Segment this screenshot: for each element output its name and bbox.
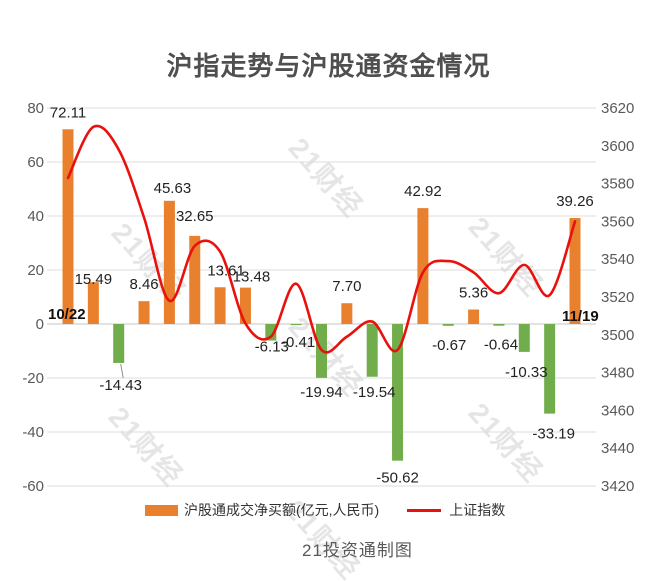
- bar-value-label: -6.13: [255, 339, 289, 356]
- left-axis-tick: 40: [27, 208, 44, 225]
- label-callout-line: [120, 363, 124, 379]
- bar: [468, 309, 480, 324]
- left-axis-tick: 0: [36, 316, 44, 333]
- left-axis-tick: 60: [27, 154, 44, 171]
- legend-bar-swatch: [145, 504, 178, 516]
- bar: [239, 287, 251, 324]
- bar-value-label: 72.11: [50, 104, 86, 121]
- legend-item-bars: 沪股通成交净买额(亿元,人民币): [145, 500, 379, 520]
- bar: [87, 282, 99, 324]
- date-label-start: 10/22: [48, 306, 86, 323]
- left-axis-tick: -40: [22, 424, 44, 441]
- bar-value-label: -0.64: [484, 337, 518, 354]
- bar: [163, 200, 175, 324]
- date-label-end: 11/19: [562, 308, 599, 325]
- right-axis-tick: 3580: [601, 176, 634, 193]
- bar-value-label: -33.19: [532, 426, 575, 443]
- right-axis-tick: 3520: [601, 289, 634, 306]
- bar-value-label: 39.26: [556, 193, 594, 210]
- bar-value-label: -0.41: [281, 334, 315, 351]
- left-axis-tick: -60: [22, 478, 44, 495]
- bar: [544, 324, 556, 414]
- bar-value-label: -50.62: [376, 470, 419, 487]
- right-axis-tick: 3600: [601, 138, 634, 155]
- bar: [366, 324, 378, 377]
- bar: [518, 324, 530, 352]
- chart-title: 沪指走势与沪股通资金情况: [166, 51, 491, 81]
- left-axis-tick: -20: [22, 370, 44, 387]
- bar: [442, 324, 454, 326]
- bar-value-label: 13.61: [207, 262, 245, 279]
- bar-value-label: 7.70: [332, 278, 361, 295]
- right-axis-tick: 3480: [601, 365, 634, 382]
- legend-bar-label: 沪股通成交净买额(亿元,人民币): [184, 502, 380, 518]
- bar-value-label: 32.65: [176, 208, 214, 225]
- right-axis-tick: 3560: [601, 213, 634, 230]
- bar-value-label: 13.48: [233, 269, 271, 286]
- right-axis-tick: 3420: [601, 478, 634, 495]
- bar: [189, 235, 201, 324]
- index-line: [66, 124, 577, 354]
- legend: 沪股通成交净买额(亿元,人民币) 上证指数: [145, 500, 505, 520]
- legend-line-label: 上证指数: [449, 502, 506, 518]
- bar-value-label: 15.49: [75, 271, 113, 288]
- caption: 21投资通制图: [302, 541, 413, 560]
- bar: [113, 324, 125, 363]
- bar: [569, 217, 581, 324]
- bar-value-label: -14.43: [99, 377, 142, 394]
- right-axis-tick: 3540: [601, 251, 634, 268]
- right-axis-tick: 3620: [601, 100, 634, 117]
- bar-value-label: -0.67: [432, 337, 466, 354]
- bar-value-label: 45.63: [154, 180, 192, 197]
- bar: [265, 324, 277, 341]
- bar-value-label: -19.94: [300, 384, 343, 401]
- bar: [392, 324, 404, 461]
- left-axis-tick: 80: [27, 100, 44, 117]
- bar-value-label: 42.92: [404, 183, 442, 200]
- right-axis-tick: 3440: [601, 440, 634, 457]
- bar-value-label: -10.33: [505, 364, 548, 381]
- bar: [341, 303, 353, 324]
- bar-value-label: -19.54: [353, 384, 396, 401]
- bar: [214, 287, 226, 324]
- right-axis-tick: 3460: [601, 402, 634, 419]
- bar: [62, 129, 74, 324]
- bar: [417, 208, 429, 324]
- bar: [493, 324, 505, 326]
- bar-value-label: 5.36: [459, 285, 488, 302]
- bar-value-label: 8.46: [129, 276, 158, 293]
- bar: [138, 301, 150, 324]
- left-axis-tick: 20: [27, 262, 44, 279]
- right-axis-tick: 3500: [601, 327, 634, 344]
- bar: [290, 324, 302, 326]
- legend-item-line: 上证指数: [407, 500, 505, 520]
- legend-line-swatch: [407, 508, 442, 512]
